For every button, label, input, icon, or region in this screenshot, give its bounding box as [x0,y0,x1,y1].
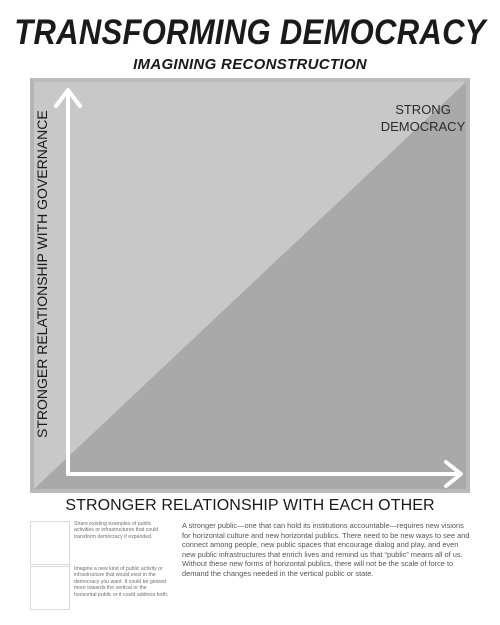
strong-democracy-line2: DEMOCRACY [380,119,466,134]
imagine-note-text: Imagine a new kind of public activity or… [74,566,169,598]
y-axis-label: STRONGER RELATIONSHIP WITH GOVERNANCE [34,110,50,438]
page-title: TRANSFORMING DEMOCRACY [14,12,486,53]
x-axis-label: STRONGER RELATIONSHIP WITH EACH OTHER [65,497,435,514]
examples-note-box[interactable] [30,521,70,565]
strong-democracy-line1: STRONG [395,102,451,117]
strong-democracy-label: STRONG DEMOCRACY [378,101,468,135]
frame-bevel-top [30,78,470,82]
page-subtitle: IMAGINING RECONSTRUCTION [133,56,367,73]
each-other-triangle [34,82,466,489]
democracy-diagram [30,78,470,493]
imagine-note-box[interactable] [30,566,70,610]
vertical-arrow [54,88,82,476]
frame-bevel-left [30,78,34,493]
examples-note-text: Share existing examples of public activi… [74,521,159,540]
description-paragraph: A stronger public—one that can hold its … [182,521,470,578]
horizontal-arrow [66,460,463,488]
